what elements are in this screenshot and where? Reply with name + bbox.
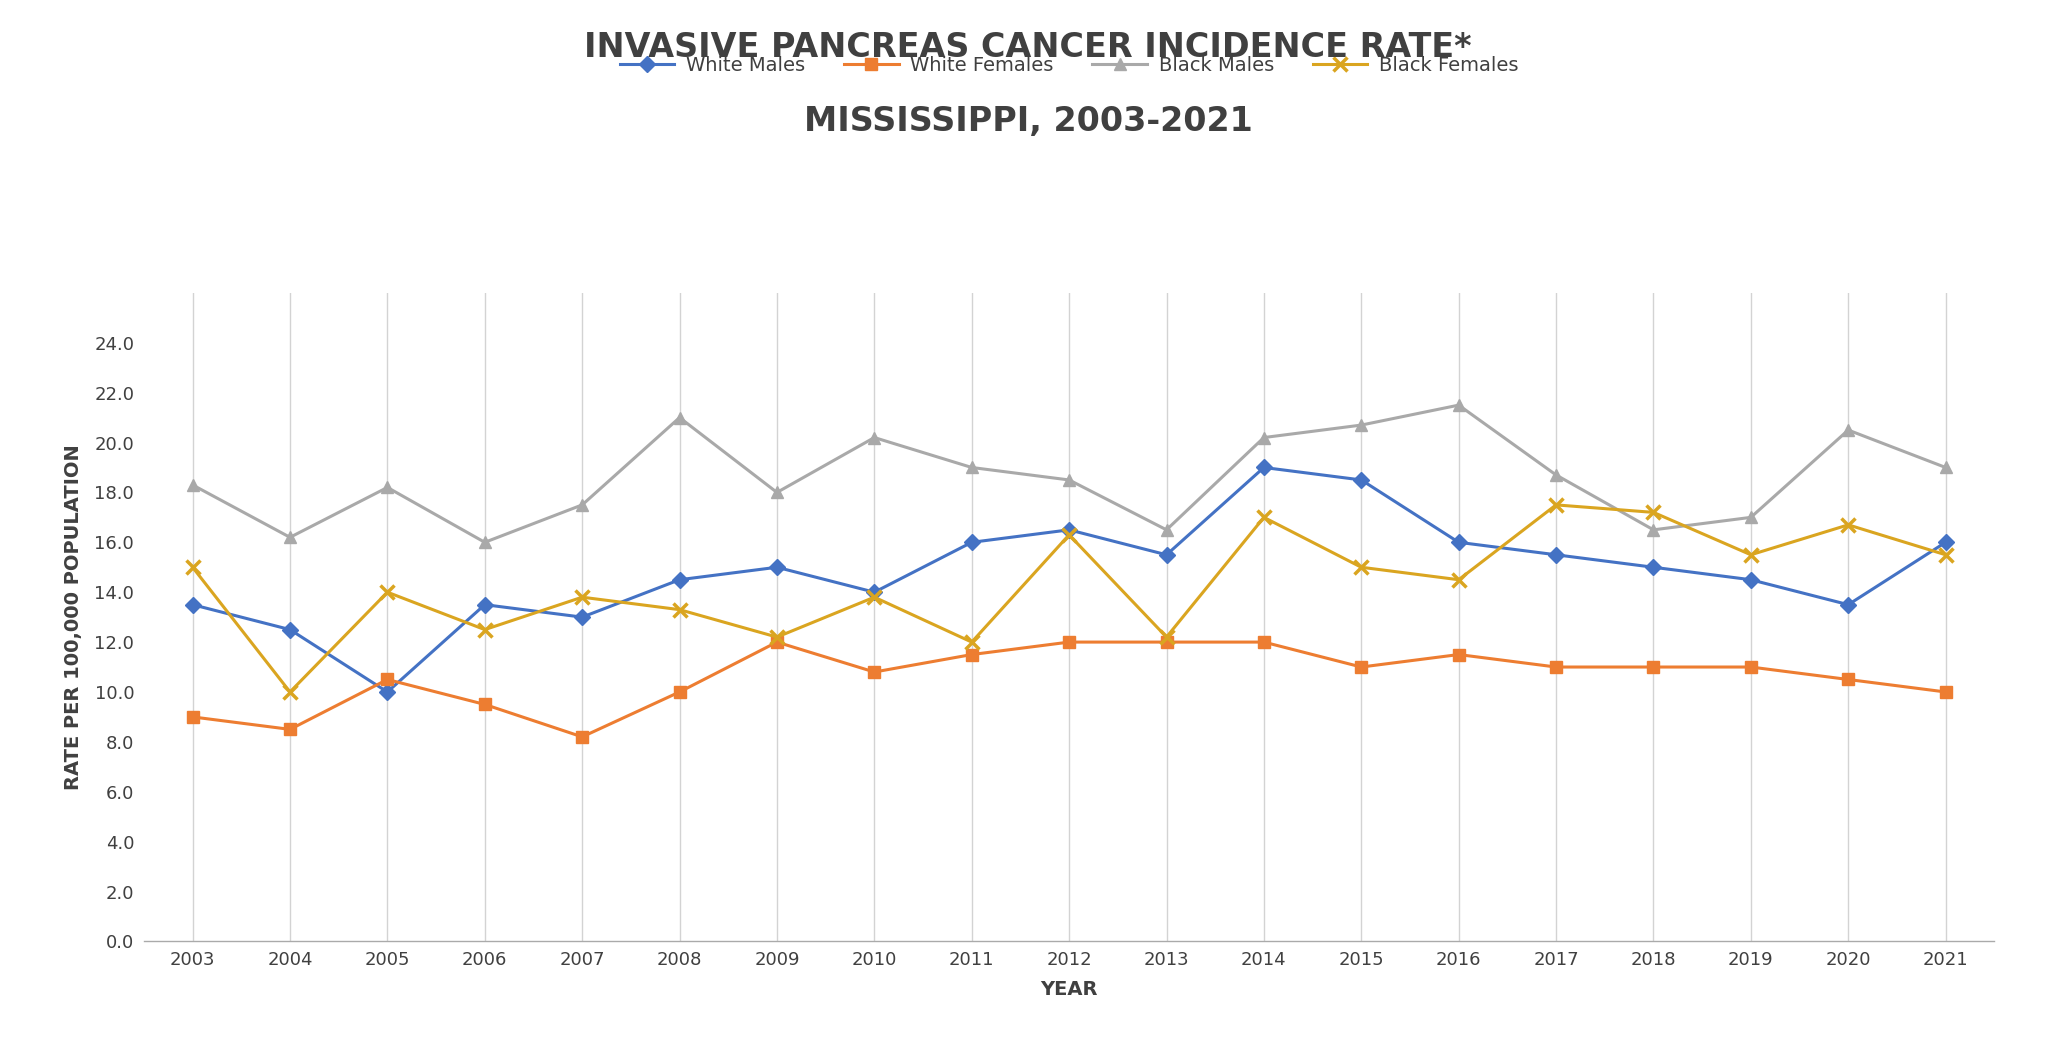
White Males xyxy=(1836,598,1861,611)
White Males xyxy=(668,573,693,586)
White Males xyxy=(1739,573,1764,586)
Black Females xyxy=(1641,506,1665,519)
Black Females xyxy=(181,561,206,573)
Line: White Females: White Females xyxy=(187,637,1951,743)
White Males xyxy=(861,586,886,598)
Black Females xyxy=(1153,631,1178,643)
Black Males xyxy=(1252,431,1277,444)
Black Males xyxy=(1739,511,1764,524)
White Females xyxy=(181,710,206,723)
White Females xyxy=(570,730,594,743)
White Females xyxy=(1252,636,1277,649)
White Females xyxy=(1057,636,1081,649)
Black Males xyxy=(473,536,498,548)
Black Males xyxy=(181,479,206,492)
White Females xyxy=(1641,661,1665,674)
White Females xyxy=(1445,649,1470,661)
White Females xyxy=(1153,636,1178,649)
Text: MISSISSIPPI, 2003-2021: MISSISSIPPI, 2003-2021 xyxy=(804,105,1252,138)
Black Males xyxy=(570,499,594,511)
Black Females xyxy=(1057,528,1081,541)
White Males xyxy=(181,598,206,611)
Black Males xyxy=(1153,524,1178,537)
White Males xyxy=(278,623,302,636)
Black Males xyxy=(1349,418,1373,431)
Black Females xyxy=(960,636,985,649)
Black Females xyxy=(570,591,594,604)
White Females xyxy=(1349,661,1373,674)
White Males xyxy=(1641,561,1665,573)
White Females xyxy=(1739,661,1764,674)
White Females xyxy=(278,723,302,735)
X-axis label: YEAR: YEAR xyxy=(1040,980,1098,999)
Black Males xyxy=(1057,474,1081,486)
White Males xyxy=(473,598,498,611)
White Males xyxy=(570,611,594,623)
White Males xyxy=(765,561,790,573)
Black Females xyxy=(668,604,693,616)
White Males xyxy=(960,536,985,548)
Black Females xyxy=(1445,573,1470,586)
Black Males xyxy=(1445,399,1470,411)
Black Males xyxy=(960,461,985,474)
Black Females xyxy=(1252,511,1277,524)
Black Males xyxy=(1836,424,1861,436)
White Males xyxy=(1153,548,1178,561)
Line: Black Females: Black Females xyxy=(185,498,1953,699)
White Males xyxy=(374,686,399,699)
Black Females xyxy=(1349,561,1373,573)
Black Females xyxy=(1933,548,1957,561)
White Females xyxy=(1836,674,1861,686)
White Females xyxy=(861,665,886,678)
White Females xyxy=(374,674,399,686)
White Males xyxy=(1252,461,1277,474)
Black Females xyxy=(1739,548,1764,561)
Black Males xyxy=(278,531,302,544)
Black Females xyxy=(861,591,886,604)
Black Females xyxy=(374,586,399,598)
Black Males xyxy=(1933,461,1957,474)
Text: INVASIVE PANCREAS CANCER INCIDENCE RATE*: INVASIVE PANCREAS CANCER INCIDENCE RATE* xyxy=(584,31,1472,65)
White Males xyxy=(1933,536,1957,548)
Line: White Males: White Males xyxy=(187,462,1951,698)
Black Males xyxy=(1641,524,1665,537)
Black Males xyxy=(861,431,886,444)
Black Females xyxy=(1836,519,1861,531)
White Females xyxy=(1933,686,1957,699)
White Males xyxy=(1544,548,1569,561)
White Females xyxy=(668,686,693,699)
Black Females xyxy=(1544,499,1569,511)
White Males xyxy=(1445,536,1470,548)
White Females xyxy=(765,636,790,649)
Legend: White Males, White Females, Black Males, Black Females: White Males, White Females, Black Males,… xyxy=(621,56,1517,75)
White Females xyxy=(1544,661,1569,674)
Black Females xyxy=(765,631,790,643)
Black Males xyxy=(374,481,399,494)
Y-axis label: RATE PER 100,000 POPULATION: RATE PER 100,000 POPULATION xyxy=(64,445,82,790)
Black Males xyxy=(765,486,790,499)
Black Females xyxy=(278,686,302,699)
White Females xyxy=(473,698,498,710)
White Males xyxy=(1057,524,1081,537)
Black Males xyxy=(668,411,693,424)
Black Females xyxy=(473,623,498,636)
White Males xyxy=(1349,474,1373,486)
Line: Black Males: Black Males xyxy=(187,399,1951,548)
Black Males xyxy=(1544,469,1569,481)
White Females xyxy=(960,649,985,661)
